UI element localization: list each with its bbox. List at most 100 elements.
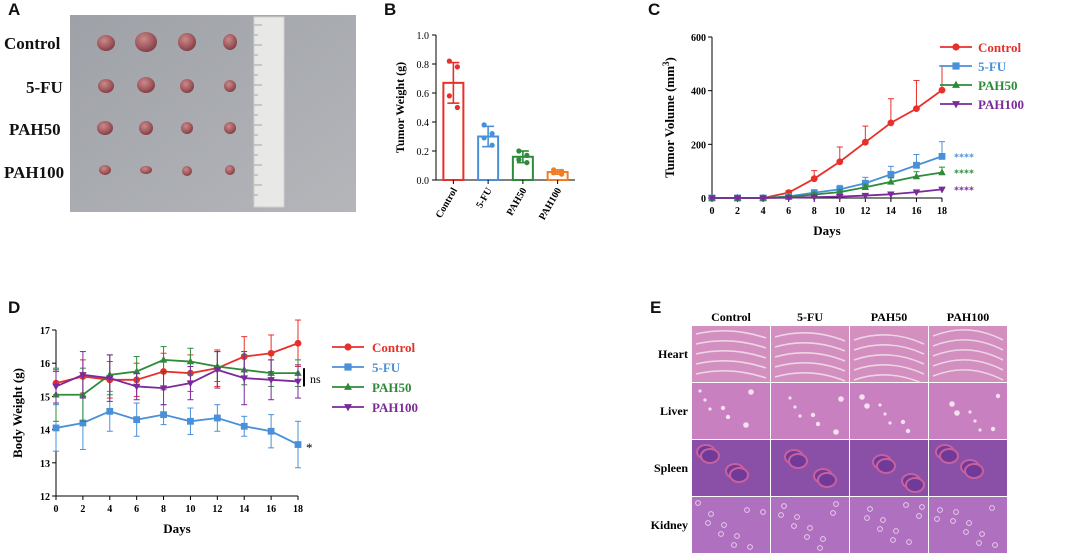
data-point [938, 153, 946, 160]
data-point [551, 170, 557, 176]
x-tick-label: 8 [161, 504, 166, 515]
histology-grid: Control 5-FU PAH50 PAH100 Heart Liver Spleen Ki… [651, 310, 1007, 553]
histology-cell [850, 326, 928, 385]
data-point [294, 441, 302, 448]
vessel-spot [995, 393, 1001, 399]
y-tick-label: 0 [701, 194, 706, 205]
y-tick-label: 0.8 [417, 60, 430, 71]
vessel-spot [810, 412, 816, 418]
y-tick-label: 0.0 [417, 176, 430, 187]
histology-cell [692, 440, 770, 496]
data-point [836, 193, 844, 201]
series-line [55, 368, 299, 390]
histology-column-label: 5-FU [797, 310, 823, 324]
legend-marker [344, 343, 352, 351]
data-point [186, 357, 195, 365]
tissue-streak [774, 342, 846, 352]
histology-cell [771, 440, 849, 496]
histology-cell [929, 440, 1007, 496]
tubule [731, 542, 737, 548]
legend-marker [344, 363, 352, 371]
tubule [934, 516, 940, 522]
significance-label: ns [310, 372, 321, 386]
tubule [804, 534, 810, 540]
data-point [52, 424, 60, 432]
data-point [160, 411, 167, 419]
data-point [559, 171, 565, 177]
histology-cell [850, 383, 928, 439]
tissue-streak [932, 349, 1004, 361]
series-line [55, 342, 299, 384]
series-pah100 [52, 351, 302, 406]
legend-marker [344, 404, 352, 412]
tissue-streak [932, 329, 1004, 341]
panel-letter-c: C [648, 0, 661, 19]
y-tick-label: 14 [40, 426, 50, 437]
data-point [481, 122, 487, 128]
legend-marker [952, 43, 960, 51]
data-point [454, 64, 460, 70]
x-tick-label: 8 [812, 206, 817, 217]
tubule [880, 517, 886, 523]
vessel-spot [973, 419, 977, 423]
data-point [213, 367, 222, 374]
histology-cell [771, 383, 849, 439]
data-point [132, 367, 141, 375]
tumor-photograph [70, 15, 356, 212]
x-tick-label: 4 [761, 206, 766, 217]
y-tick-label: 17 [40, 326, 50, 337]
tissue-streak [695, 370, 767, 379]
data-point [810, 175, 818, 183]
vessel-spot [708, 407, 712, 411]
vessel-spot [949, 401, 955, 407]
data-point [187, 417, 194, 425]
tubule [979, 531, 985, 537]
data-point [132, 383, 141, 391]
data-point [913, 161, 920, 169]
legend-label: PAH100 [372, 400, 418, 415]
tissue-streak [695, 330, 767, 339]
vessel-spot [990, 426, 996, 432]
data-point [938, 186, 946, 194]
panel-letter-b: B [384, 0, 397, 19]
data-point [938, 168, 946, 176]
tubule [794, 514, 800, 520]
tubule [867, 506, 873, 512]
tubule [937, 507, 943, 513]
tubule [919, 504, 925, 510]
tubule [791, 523, 797, 529]
vessel-spot [838, 396, 844, 402]
x-tick-label: 6 [134, 504, 139, 515]
data-point [524, 160, 530, 166]
data-point [454, 104, 460, 111]
tubule [760, 509, 766, 515]
x-tick-label: 12 [860, 206, 870, 217]
vessel-spot [905, 428, 911, 434]
significance-label: **** [954, 185, 974, 196]
tubule [807, 525, 813, 531]
y-tick-label: 0.6 [417, 89, 430, 100]
series-control [708, 65, 946, 202]
vessel-spot [954, 410, 960, 416]
tubule [906, 539, 912, 545]
data-point [240, 422, 248, 430]
x-axis-label: Days [163, 521, 190, 536]
follicle [964, 463, 984, 479]
histology-cell [850, 440, 928, 496]
vessel-spot [859, 394, 865, 400]
tissue-streak [932, 359, 1004, 371]
data-point [810, 194, 818, 202]
y-tick-label: 12 [40, 492, 50, 503]
histology-image [850, 497, 928, 553]
histology-column-label: PAH100 [947, 310, 989, 324]
tissue-streak [853, 334, 925, 345]
series-line [712, 171, 943, 199]
tubule [966, 520, 972, 526]
tubule [744, 507, 750, 513]
vessel-spot [883, 412, 887, 416]
data-point [784, 195, 793, 202]
histology-cell [929, 497, 1007, 553]
data-point [294, 339, 302, 347]
series-5fu [52, 390, 302, 469]
data-point [836, 188, 844, 195]
